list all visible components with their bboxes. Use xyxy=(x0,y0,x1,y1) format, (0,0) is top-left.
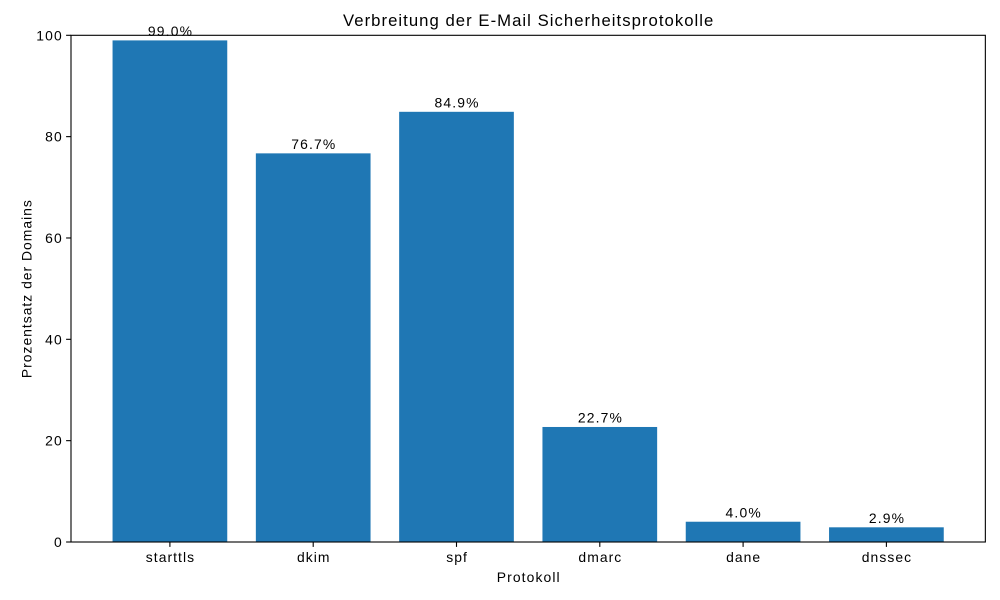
svg-text:Protokoll: Protokoll xyxy=(497,569,561,585)
svg-text:60: 60 xyxy=(45,230,63,246)
svg-text:starttls: starttls xyxy=(146,549,195,565)
svg-text:dmarc: dmarc xyxy=(578,549,622,565)
svg-text:Prozentsatz der Domains: Prozentsatz der Domains xyxy=(19,199,35,378)
svg-text:dkim: dkim xyxy=(297,549,331,565)
svg-text:40: 40 xyxy=(45,331,63,347)
svg-text:dnssec: dnssec xyxy=(862,549,912,565)
svg-text:Verbreitung der E-Mail Sicherh: Verbreitung der E-Mail Sicherheitsprotok… xyxy=(343,11,714,30)
svg-text:100: 100 xyxy=(36,27,63,43)
svg-text:20: 20 xyxy=(45,433,63,449)
svg-text:76.7%: 76.7% xyxy=(291,136,336,152)
svg-text:spf: spf xyxy=(446,549,468,565)
svg-text:4.0%: 4.0% xyxy=(726,504,762,520)
svg-text:80: 80 xyxy=(45,129,63,145)
svg-text:2.9%: 2.9% xyxy=(869,510,905,526)
svg-text:22.7%: 22.7% xyxy=(578,410,623,426)
svg-text:84.9%: 84.9% xyxy=(435,94,480,110)
svg-text:99.0%: 99.0% xyxy=(148,23,193,39)
svg-text:0: 0 xyxy=(54,534,63,550)
svg-text:dane: dane xyxy=(726,549,761,565)
